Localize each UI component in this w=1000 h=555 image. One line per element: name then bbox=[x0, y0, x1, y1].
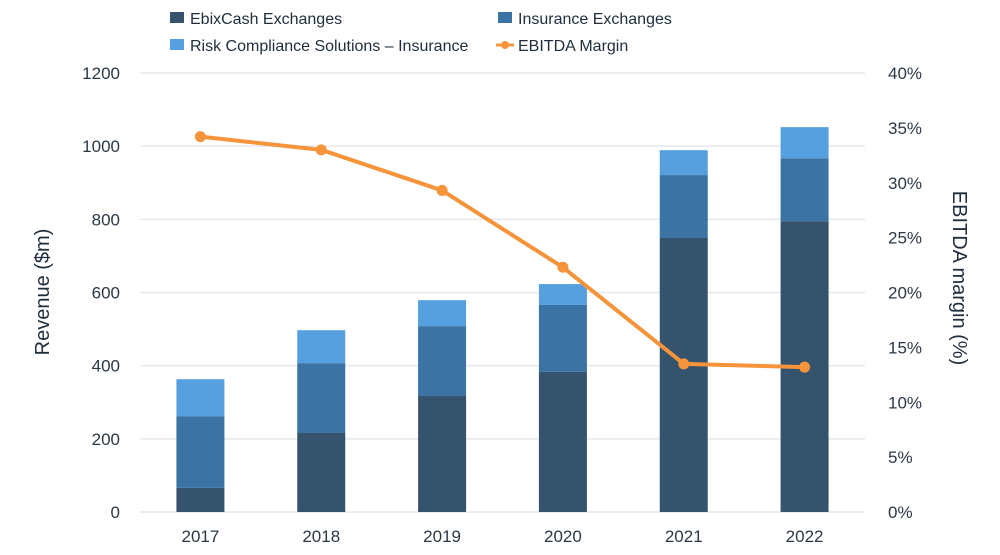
y-tick-label: 400 bbox=[92, 357, 120, 376]
bar-segment bbox=[297, 330, 346, 364]
y-tick-label: 800 bbox=[92, 210, 120, 229]
right-axis-ticks: 0% 5% 10% 15% 20% 25% 30% 35% 40% bbox=[888, 64, 922, 522]
bar-segment bbox=[780, 127, 829, 159]
x-tick-label: 2018 bbox=[302, 527, 340, 546]
legend: EbixCash Exchanges Insurance Exchanges Ris… bbox=[170, 11, 672, 55]
bar-series bbox=[176, 127, 829, 512]
y-tick-label: 1000 bbox=[82, 137, 120, 156]
ebitda-point bbox=[678, 358, 690, 370]
y-tick-label: 1200 bbox=[82, 64, 120, 83]
legend-marker bbox=[501, 41, 509, 49]
bar-segment bbox=[538, 304, 587, 372]
y2-tick-label: 10% bbox=[888, 393, 922, 412]
y-axis-title: Revenue ($m) bbox=[32, 229, 54, 356]
bar-segment bbox=[659, 237, 708, 512]
y2-tick-label: 35% bbox=[888, 119, 922, 138]
legend-swatch bbox=[170, 12, 184, 23]
ebitda-point bbox=[436, 184, 448, 196]
bar-segment bbox=[659, 150, 708, 176]
left-axis-ticks: 0 200 400 600 800 1000 1200 bbox=[82, 64, 120, 522]
ebitda-point bbox=[799, 361, 811, 373]
x-tick-label: 2017 bbox=[182, 527, 220, 546]
legend-label: EBITDA Margin bbox=[518, 38, 628, 55]
legend-item: Insurance Exchanges bbox=[498, 11, 672, 28]
y-tick-label: 600 bbox=[92, 284, 120, 303]
y-tick-label: 0 bbox=[111, 503, 120, 522]
bar-segment bbox=[297, 363, 346, 433]
bar-segment bbox=[297, 432, 346, 512]
y2-tick-label: 0% bbox=[888, 503, 913, 522]
gridlines bbox=[140, 72, 865, 513]
y2-tick-label: 20% bbox=[888, 284, 922, 303]
x-tick-label: 2020 bbox=[544, 527, 582, 546]
legend-label: EbixCash Exchanges bbox=[190, 11, 342, 28]
y2-axis-title: EBITDA margin (%) bbox=[948, 191, 970, 365]
line-series bbox=[194, 131, 811, 373]
legend-item: EBITDA Margin bbox=[496, 38, 628, 55]
legend-item: Risk Compliance Solutions – Insurance bbox=[170, 38, 468, 55]
x-axis-ticks: 2017 2018 2019 2020 2021 2022 bbox=[182, 527, 824, 546]
bar-segment bbox=[176, 487, 225, 512]
ebitda-line bbox=[200, 134, 805, 370]
legend-swatch bbox=[170, 39, 184, 50]
legend-label: Insurance Exchanges bbox=[518, 11, 672, 28]
y2-tick-label: 30% bbox=[888, 174, 922, 193]
bar-segment bbox=[780, 158, 829, 222]
y-tick-label: 200 bbox=[92, 430, 120, 449]
y2-tick-label: 40% bbox=[888, 64, 922, 83]
bar-segment bbox=[418, 300, 467, 327]
y2-tick-label: 25% bbox=[888, 229, 922, 248]
bar-segment bbox=[418, 326, 467, 397]
y2-tick-label: 5% bbox=[888, 448, 913, 467]
ebitda-point bbox=[315, 144, 327, 156]
legend-item: EbixCash Exchanges bbox=[170, 11, 342, 28]
bar-segment bbox=[418, 396, 467, 512]
legend-label: Risk Compliance Solutions – Insurance bbox=[190, 38, 468, 55]
bar-segment bbox=[659, 175, 708, 238]
legend-swatch bbox=[498, 12, 512, 23]
bar-segment bbox=[176, 379, 225, 417]
x-tick-label: 2021 bbox=[665, 527, 703, 546]
bar-segment bbox=[538, 284, 587, 305]
x-tick-label: 2022 bbox=[786, 527, 824, 546]
bar-segment bbox=[538, 371, 587, 512]
ebitda-point bbox=[557, 261, 569, 273]
x-tick-label: 2019 bbox=[423, 527, 461, 546]
bar-segment bbox=[176, 416, 225, 488]
y2-tick-label: 15% bbox=[888, 338, 922, 357]
ebitda-point bbox=[194, 131, 206, 143]
